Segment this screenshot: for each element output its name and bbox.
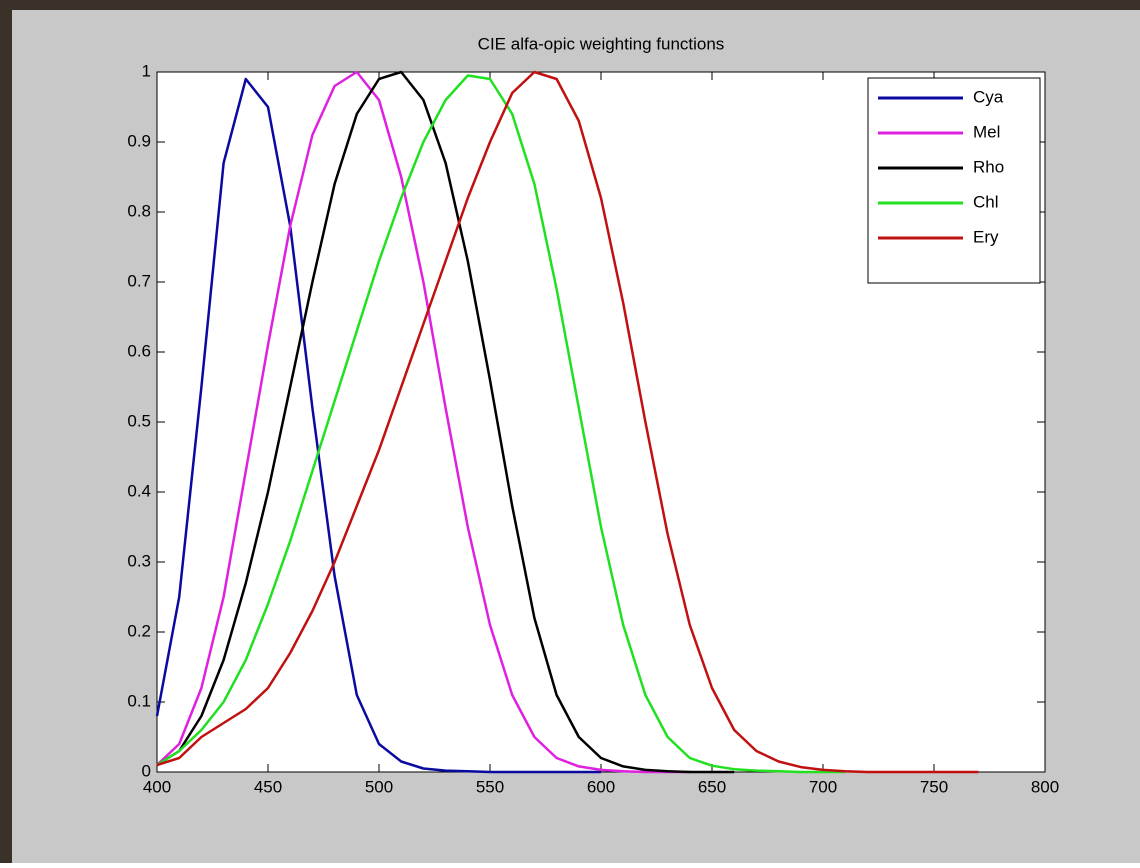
line-series [156,70,979,774]
y-tick-label: 0.5 [127,411,151,430]
y-tick-label: 0.2 [127,621,151,640]
x-tick-label: 700 [809,777,837,796]
y-tick-label: 0.1 [127,691,151,710]
line-series [156,70,735,774]
y-tick-label: 0 [142,761,151,780]
legend-label: Rho [973,157,1004,176]
line-series [156,74,846,774]
y-tick-label: 0.6 [127,341,151,360]
legend-label: Ery [973,227,999,246]
legend-label: Chl [973,192,999,211]
y-tick-label: 0.4 [127,481,151,500]
legend-label: Mel [973,122,1000,141]
x-tick-label: 500 [365,777,393,796]
x-tick-label: 600 [587,777,615,796]
y-tick-label: 0.8 [127,201,151,220]
x-tick-label: 450 [254,777,282,796]
y-tick-label: 1 [142,61,151,80]
chart-title: CIE alfa-opic weighting functions [478,34,725,53]
x-tick-label: 750 [920,777,948,796]
legend-label: Cya [973,87,1004,106]
x-tick-label: 650 [698,777,726,796]
legend-box [867,77,1041,284]
x-tick-label: 800 [1031,777,1059,796]
x-tick-label: 550 [476,777,504,796]
line-series [156,70,690,774]
y-tick-label: 0.9 [127,131,151,150]
y-tick-label: 0.3 [127,551,151,570]
y-tick-label: 0.7 [127,271,151,290]
line-series [155,77,601,774]
x-tick-label: 400 [143,777,171,796]
